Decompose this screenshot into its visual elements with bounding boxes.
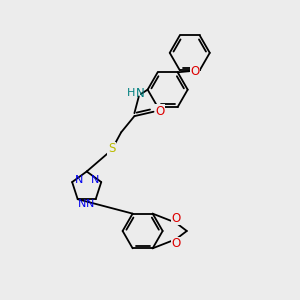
Text: N: N bbox=[74, 175, 83, 185]
Text: N: N bbox=[91, 175, 99, 185]
Text: N: N bbox=[136, 87, 145, 100]
Text: O: O bbox=[171, 212, 181, 224]
Text: S: S bbox=[108, 142, 116, 155]
Text: O: O bbox=[171, 237, 181, 250]
Text: N: N bbox=[86, 199, 94, 208]
Text: H: H bbox=[127, 88, 135, 98]
Text: O: O bbox=[155, 105, 165, 118]
Text: O: O bbox=[190, 65, 200, 78]
Text: N: N bbox=[78, 199, 86, 208]
